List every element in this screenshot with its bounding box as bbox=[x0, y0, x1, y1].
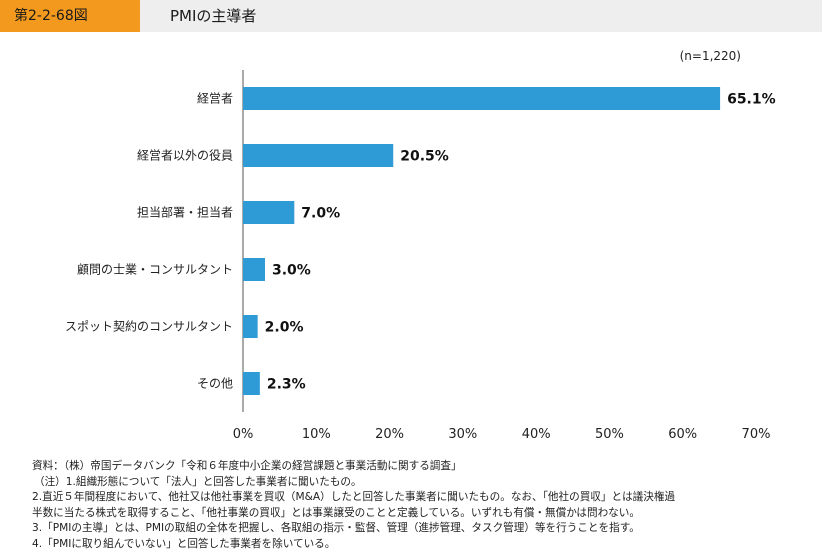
bar bbox=[243, 87, 721, 110]
value-label: 65.1% bbox=[727, 92, 776, 108]
x-tick-label: 10% bbox=[302, 427, 331, 442]
x-tick-label: 70% bbox=[742, 427, 771, 442]
category-label: 経営者 bbox=[197, 92, 233, 106]
x-tick-label: 60% bbox=[668, 427, 697, 442]
category-label: スポット契約のコンサルタント bbox=[65, 319, 233, 334]
x-tick-label: 0% bbox=[233, 427, 254, 442]
value-label: 3.0% bbox=[272, 263, 311, 279]
note-2a: 2.直近５年間程度において、他社又は他社事業を買収（M&A）したと回答した事業者… bbox=[32, 491, 676, 504]
bar bbox=[243, 315, 258, 338]
category-label: 顧問の士業・コンサルタント bbox=[77, 262, 233, 277]
note-4: 4.「PMIに取り組んでいない」と回答した事業者を除いている。 bbox=[32, 537, 336, 550]
x-tick-label: 40% bbox=[522, 427, 551, 442]
category-label: 担当部署・担当者 bbox=[137, 205, 233, 220]
category-label: その他 bbox=[197, 377, 233, 391]
value-label: 2.3% bbox=[267, 377, 306, 393]
x-tick-label: 30% bbox=[448, 427, 477, 442]
note-1: （注）1.組織形態について「法人」と回答した事業者に聞いたもの。 bbox=[34, 475, 362, 488]
bar bbox=[243, 258, 265, 281]
figure-number: 第2-2-68図 bbox=[0, 0, 140, 32]
note-3: 3.「PMIの主導」とは、PMIの取組の全体を把握し、各取組の指示・監督、管理（… bbox=[32, 522, 640, 535]
bar-chart: (n=1,220) 経営者 65.1% 経営者以外の役員 20.5% 担当部署・担当者 7.… bbox=[65, 49, 776, 442]
value-label: 7.0% bbox=[301, 206, 340, 222]
x-tick-label: 50% bbox=[595, 427, 624, 442]
bar bbox=[243, 144, 394, 167]
sample-size-note: (n=1,220) bbox=[680, 49, 741, 63]
source-note: 資料：（株）帝国データバンク「令和６年度中小企業の経営課題と事業活動に関する調査… bbox=[32, 460, 462, 472]
category-label: 経営者以外の役員 bbox=[137, 148, 233, 163]
bar bbox=[243, 201, 295, 224]
note-2b: 半数に当たる株式を取得すること、「他社事業の買収」とは事業譲受のことと定義してい… bbox=[32, 506, 640, 519]
bar bbox=[243, 372, 260, 395]
x-tick-label: 20% bbox=[375, 427, 404, 442]
figure-title: PMIの主導者 bbox=[170, 7, 257, 25]
value-label: 20.5% bbox=[400, 149, 449, 165]
footnotes: 資料：（株）帝国データバンク「令和６年度中小企業の経営課題と事業活動に関する調査… bbox=[32, 459, 812, 553]
figure-header: 第2-2-68図 PMIの主導者 bbox=[0, 0, 822, 32]
value-label: 2.0% bbox=[265, 320, 304, 336]
